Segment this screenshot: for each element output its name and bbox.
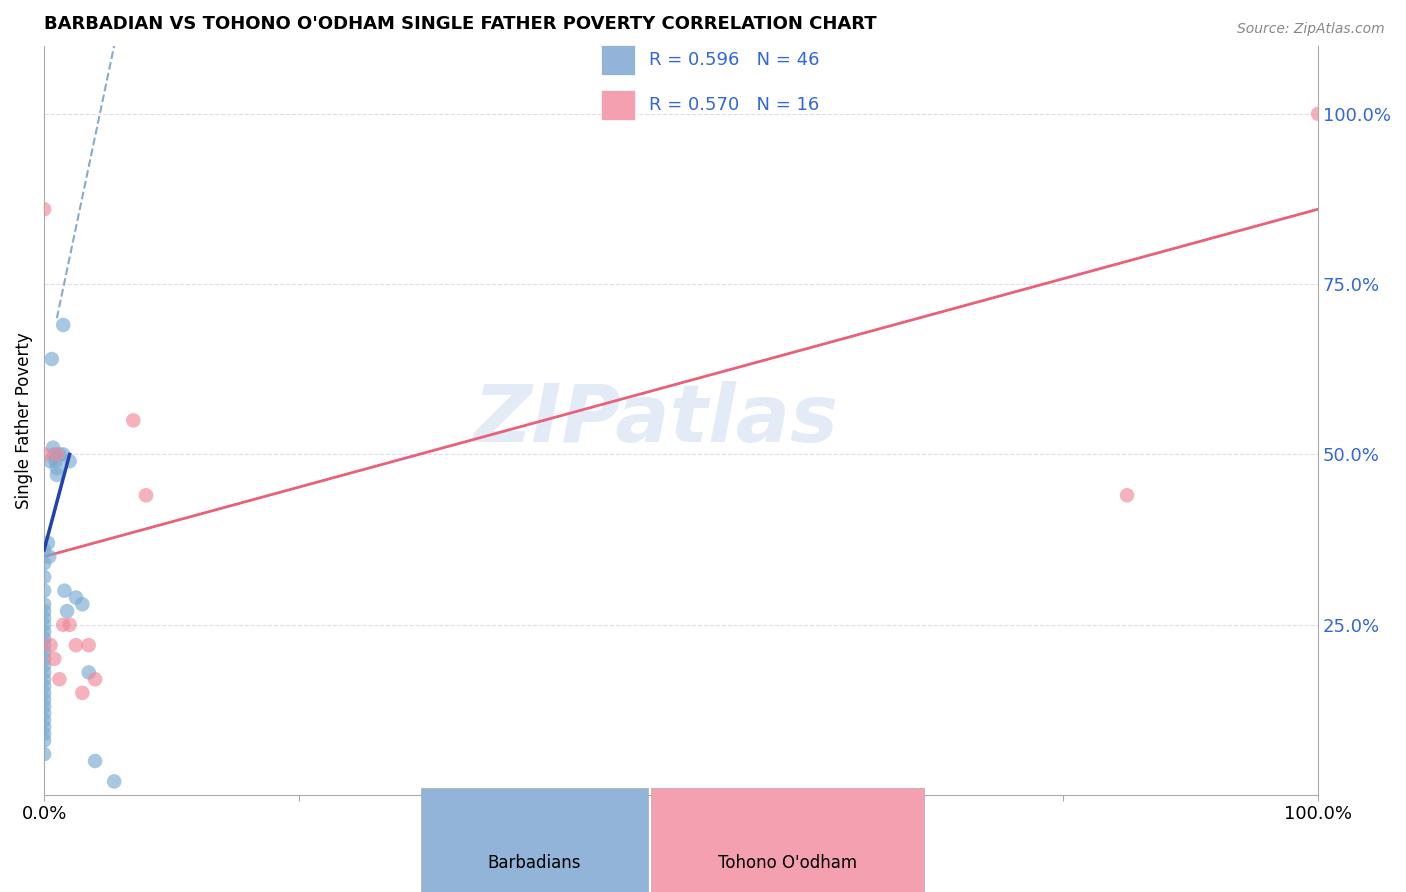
Text: R = 0.570   N = 16: R = 0.570 N = 16 bbox=[650, 96, 820, 114]
Point bbox=[32, 652, 55, 666]
Point bbox=[37, 536, 59, 550]
FancyBboxPatch shape bbox=[600, 90, 636, 120]
Point bbox=[72, 686, 94, 700]
Point bbox=[72, 597, 94, 611]
Point bbox=[52, 447, 75, 461]
Point bbox=[32, 542, 55, 557]
Point bbox=[32, 617, 55, 632]
Text: Tohono O'odham: Tohono O'odham bbox=[718, 855, 856, 872]
Point bbox=[32, 686, 55, 700]
Point bbox=[32, 672, 55, 686]
Point bbox=[52, 318, 75, 332]
Point bbox=[32, 665, 55, 680]
Point bbox=[48, 447, 70, 461]
Point bbox=[42, 441, 65, 455]
Point bbox=[32, 611, 55, 625]
Point bbox=[32, 747, 55, 762]
Point bbox=[53, 583, 76, 598]
Text: BARBADIAN VS TOHONO O'ODHAM SINGLE FATHER POVERTY CORRELATION CHART: BARBADIAN VS TOHONO O'ODHAM SINGLE FATHE… bbox=[44, 15, 877, 33]
Text: ZIPatlas: ZIPatlas bbox=[474, 382, 838, 459]
Point bbox=[32, 202, 55, 216]
Point bbox=[135, 488, 157, 502]
Point bbox=[77, 665, 100, 680]
Point bbox=[32, 679, 55, 693]
Point bbox=[39, 454, 62, 468]
Point bbox=[32, 699, 55, 714]
Point bbox=[52, 617, 75, 632]
Point bbox=[32, 583, 55, 598]
Point bbox=[32, 733, 55, 747]
Point bbox=[1116, 488, 1139, 502]
Point bbox=[45, 454, 67, 468]
Point bbox=[58, 617, 80, 632]
Point bbox=[58, 454, 80, 468]
Y-axis label: Single Father Poverty: Single Father Poverty bbox=[15, 332, 32, 508]
Point bbox=[32, 727, 55, 741]
Point bbox=[56, 604, 79, 618]
Point bbox=[1308, 107, 1330, 121]
Point bbox=[32, 604, 55, 618]
Point bbox=[84, 672, 107, 686]
Point bbox=[32, 638, 55, 652]
Point bbox=[32, 645, 55, 659]
Text: Source: ZipAtlas.com: Source: ZipAtlas.com bbox=[1237, 22, 1385, 37]
Point bbox=[39, 638, 62, 652]
Point bbox=[32, 570, 55, 584]
Point bbox=[38, 549, 60, 564]
Point bbox=[32, 597, 55, 611]
Point bbox=[45, 467, 67, 482]
Point bbox=[32, 557, 55, 571]
Point bbox=[32, 706, 55, 721]
Point bbox=[32, 658, 55, 673]
Point bbox=[122, 413, 145, 427]
FancyBboxPatch shape bbox=[600, 45, 636, 75]
Point bbox=[32, 632, 55, 646]
Point bbox=[65, 638, 87, 652]
Point bbox=[44, 652, 66, 666]
Point bbox=[48, 672, 70, 686]
Point bbox=[44, 447, 66, 461]
Text: Barbadians: Barbadians bbox=[488, 855, 581, 872]
Text: R = 0.596   N = 46: R = 0.596 N = 46 bbox=[650, 51, 820, 69]
Point bbox=[32, 624, 55, 639]
Point bbox=[32, 447, 55, 461]
Point bbox=[65, 591, 87, 605]
Point bbox=[103, 774, 125, 789]
Point bbox=[32, 720, 55, 734]
Point bbox=[32, 692, 55, 706]
Point bbox=[41, 352, 63, 367]
Point bbox=[32, 713, 55, 727]
Point bbox=[84, 754, 107, 768]
Point bbox=[45, 461, 67, 475]
Point bbox=[45, 447, 67, 461]
Point bbox=[77, 638, 100, 652]
